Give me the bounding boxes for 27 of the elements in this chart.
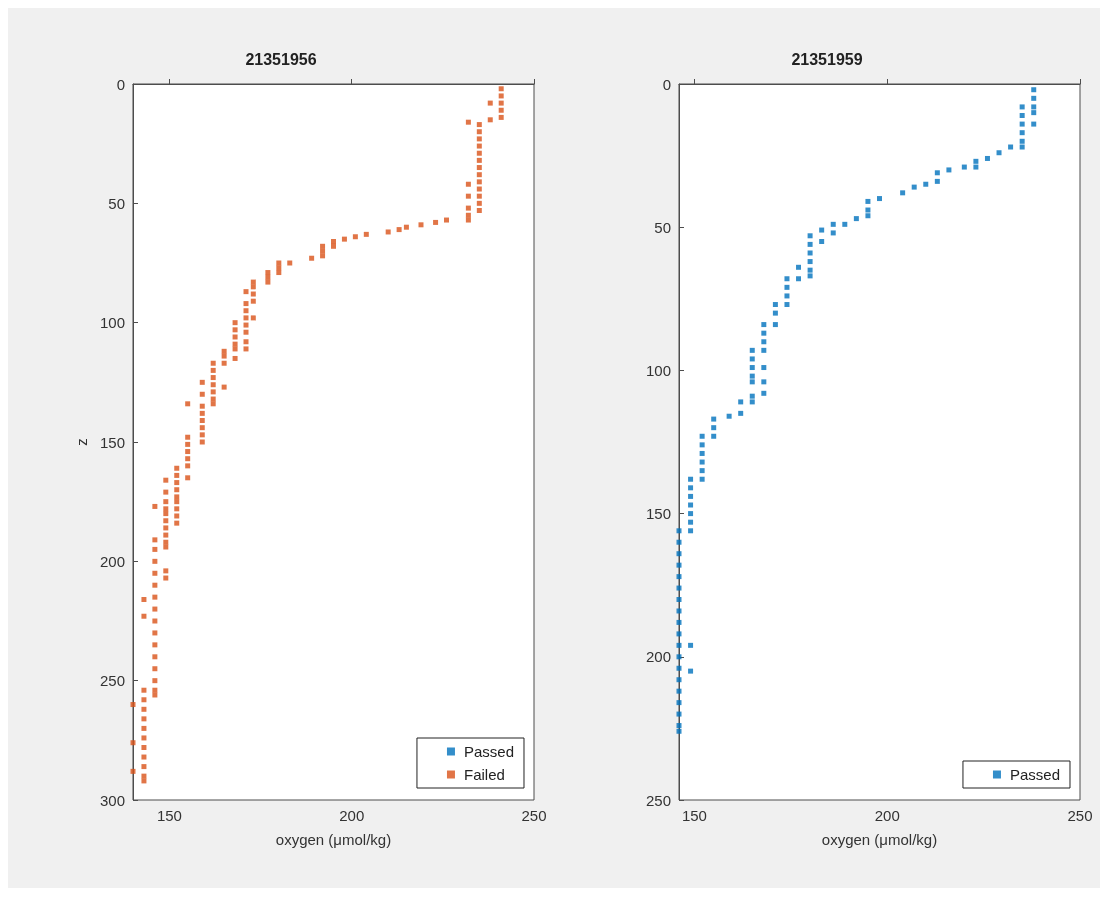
y-tick-label: 50 <box>108 194 125 212</box>
y-tick-label: 0 <box>662 75 671 93</box>
x-tick-label: 150 <box>156 807 182 824</box>
x-axis-title: oxygen (μmol/kg) <box>821 831 938 848</box>
y-tick-label: 250 <box>645 791 671 809</box>
y-tick-label: 100 <box>99 314 125 332</box>
legend-label: Failed <box>463 766 505 783</box>
x-tick-label: 200 <box>874 807 900 824</box>
x-tick-label: 250 <box>1067 807 1093 824</box>
y-tick-label: 150 <box>645 505 671 523</box>
y-tick-label: 50 <box>654 218 671 236</box>
y-tick-label: 200 <box>645 648 671 666</box>
y-axis-title: z <box>73 438 91 446</box>
x-tick-label: 250 <box>521 807 547 824</box>
x-tick-label: 200 <box>339 807 365 824</box>
chart-title: 21351956 <box>245 50 317 68</box>
chart-title: 21351959 <box>791 50 863 68</box>
y-tick-label: 100 <box>645 361 671 379</box>
y-tick-label: 200 <box>99 552 125 570</box>
y-tick-label: 300 <box>99 791 125 809</box>
legend-label: Passed <box>463 743 515 760</box>
x-axis-title: oxygen (μmol/kg) <box>275 831 392 848</box>
y-tick-label: 150 <box>99 433 125 451</box>
y-tick-label: 0 <box>116 75 125 93</box>
y-tick-label: 250 <box>99 672 125 690</box>
x-tick-label: 150 <box>681 807 707 824</box>
legend-label: Passed <box>1009 766 1061 783</box>
